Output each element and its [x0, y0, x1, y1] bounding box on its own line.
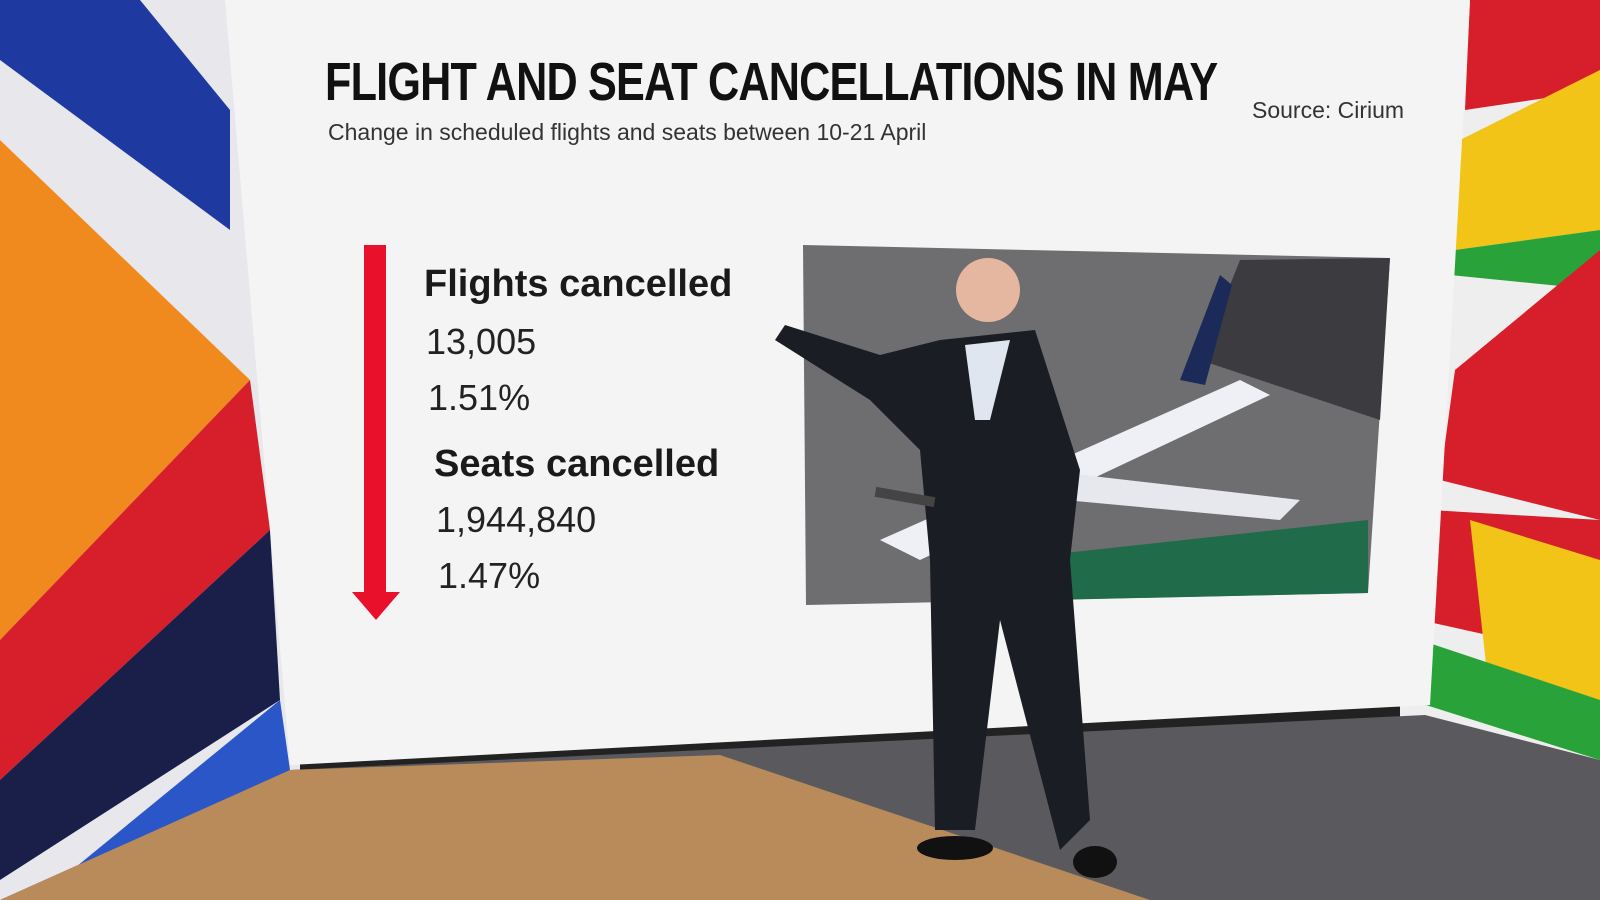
tablet	[874, 486, 936, 508]
screen-title: FLIGHT AND SEAT CANCELLATIONS IN MAY	[325, 53, 1218, 113]
screen-subtitle: Change in scheduled flights and seats be…	[328, 119, 926, 145]
wall-shape	[1450, 230, 1600, 290]
presenter-shoe	[1073, 846, 1117, 878]
stat-percent: 1.51%	[428, 377, 530, 418]
wall-shape	[0, 530, 280, 880]
stat-count: 13,005	[426, 321, 536, 362]
wall-shape	[1440, 250, 1600, 520]
stat-label: Flights cancelled	[424, 263, 732, 305]
wall-shape	[0, 380, 270, 780]
down-arrow-head	[352, 592, 400, 620]
photo-shadow	[1200, 258, 1390, 420]
floor-wood	[0, 755, 1150, 900]
wall-shape	[0, 140, 250, 640]
source: Source: Cirium	[1252, 97, 1404, 123]
wall-shape	[1410, 640, 1600, 760]
photo-grass	[1000, 520, 1368, 600]
aircraft-tail	[1180, 275, 1232, 385]
down-arrow	[364, 245, 386, 595]
presenter-body	[775, 325, 1090, 850]
presenter-shoe	[917, 836, 993, 860]
aircraft-wing	[1010, 470, 1300, 520]
wall-shape	[1465, 0, 1600, 110]
wall-shape	[1455, 70, 1600, 250]
wall-shape	[0, 0, 230, 230]
stat-count: 1,944,840	[436, 499, 596, 540]
stat-label: Seats cancelled	[434, 443, 719, 485]
presenter-shirt	[965, 340, 1010, 420]
stat-percent: 1.47%	[438, 555, 540, 596]
presenter-head	[956, 258, 1020, 322]
